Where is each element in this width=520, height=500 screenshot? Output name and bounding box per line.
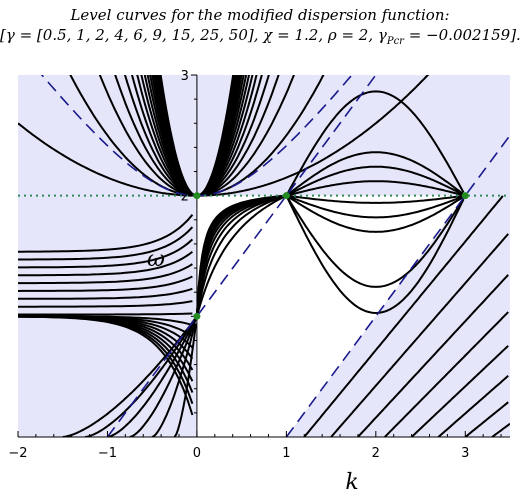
level-curve-lower-left-0 — [62, 318, 196, 437]
level-curve-left-15 — [18, 238, 194, 269]
level-curve-left-14 — [18, 250, 193, 277]
x-tick-label: 2 — [372, 446, 380, 461]
title-line2-end: = −0.002159]. — [403, 26, 520, 44]
axes — [17, 74, 510, 438]
dashed-line-lower — [285, 134, 510, 437]
level-curve-lower-right-0 — [303, 195, 504, 437]
tick-labels: −2 −1 0 1 2 3 2 3 — [8, 69, 469, 461]
y-tick-label: 2 — [181, 190, 189, 205]
level-curve-lens-1 — [286, 194, 464, 204]
x-tick-label: −1 — [98, 446, 117, 461]
x-tick-label: 1 — [282, 446, 290, 461]
y-tick-label: 3 — [181, 69, 189, 84]
critical-point-0 — [193, 312, 201, 320]
level-curve-lower-right-3 — [384, 311, 509, 437]
level-curve-left-8 — [18, 315, 193, 326]
x-tick-label: −2 — [8, 446, 27, 461]
level-curve-left-17 — [18, 214, 194, 253]
level-curve-lower-right-5 — [437, 375, 509, 437]
level-curve-lens-2 — [286, 180, 464, 197]
level-curve-mid-9 — [195, 194, 285, 317]
critical-point-3 — [461, 192, 469, 200]
level-curve-lower-left-3 — [129, 318, 197, 437]
level-curve-lens-6 — [285, 151, 465, 197]
chart-title-line1: Level curves for the modified dispersion… — [70, 6, 450, 24]
level-curve-lens-3 — [286, 194, 464, 219]
level-curve-lower-left-1 — [84, 317, 197, 437]
level-curve-lens-7 — [285, 195, 465, 288]
level-curve-left-11 — [18, 287, 193, 300]
level-curve-lower-left-5 — [173, 323, 197, 437]
title-line2-main: [γ = [0.5, 1, 2, 4, 6, 9, 15, 25, 50], χ… — [0, 26, 387, 44]
shaded-region — [18, 75, 510, 437]
level-curve-lower-right-6 — [464, 401, 509, 437]
level-curve-left-16 — [18, 226, 194, 261]
level-curve-lower-left-4 — [151, 323, 197, 437]
critical-point-2 — [282, 192, 290, 200]
level-curve-left-10 — [18, 300, 193, 308]
level-curve-left-13 — [18, 263, 193, 285]
level-curve-lens-9 — [285, 195, 465, 315]
y-axis-label: ω — [147, 247, 165, 272]
x-axis-label: k — [345, 470, 358, 495]
level-curve-lower-right-4 — [410, 345, 509, 437]
critical-points — [193, 192, 469, 320]
level-curve-lower-left-2 — [107, 319, 196, 437]
level-curve-lower-right-2 — [357, 274, 509, 437]
chart-title-line2: [γ = [0.5, 1, 2, 4, 6, 9, 15, 25, 50], χ… — [0, 26, 520, 47]
level-curve-left-12 — [18, 275, 193, 292]
x-tick-label: 0 — [193, 446, 201, 461]
level-curve-lower-right-1 — [330, 233, 509, 437]
level-curve-lens-8 — [285, 90, 465, 197]
critical-point-1 — [193, 192, 201, 200]
level-curves — [18, 75, 510, 437]
level-curve-lens-5 — [285, 194, 465, 233]
x-tick-label: 3 — [461, 446, 469, 461]
level-curve-upper-0 — [18, 75, 430, 197]
level-curve-left-9 — [18, 312, 193, 316]
level-curve-lens-4 — [285, 165, 464, 197]
level-curve-lower-right-7 — [491, 422, 510, 437]
level-curve-mid-1 — [195, 195, 285, 317]
title-line2-subscript: Pcr — [386, 36, 404, 47]
level-curve-mid-0 — [195, 195, 286, 317]
